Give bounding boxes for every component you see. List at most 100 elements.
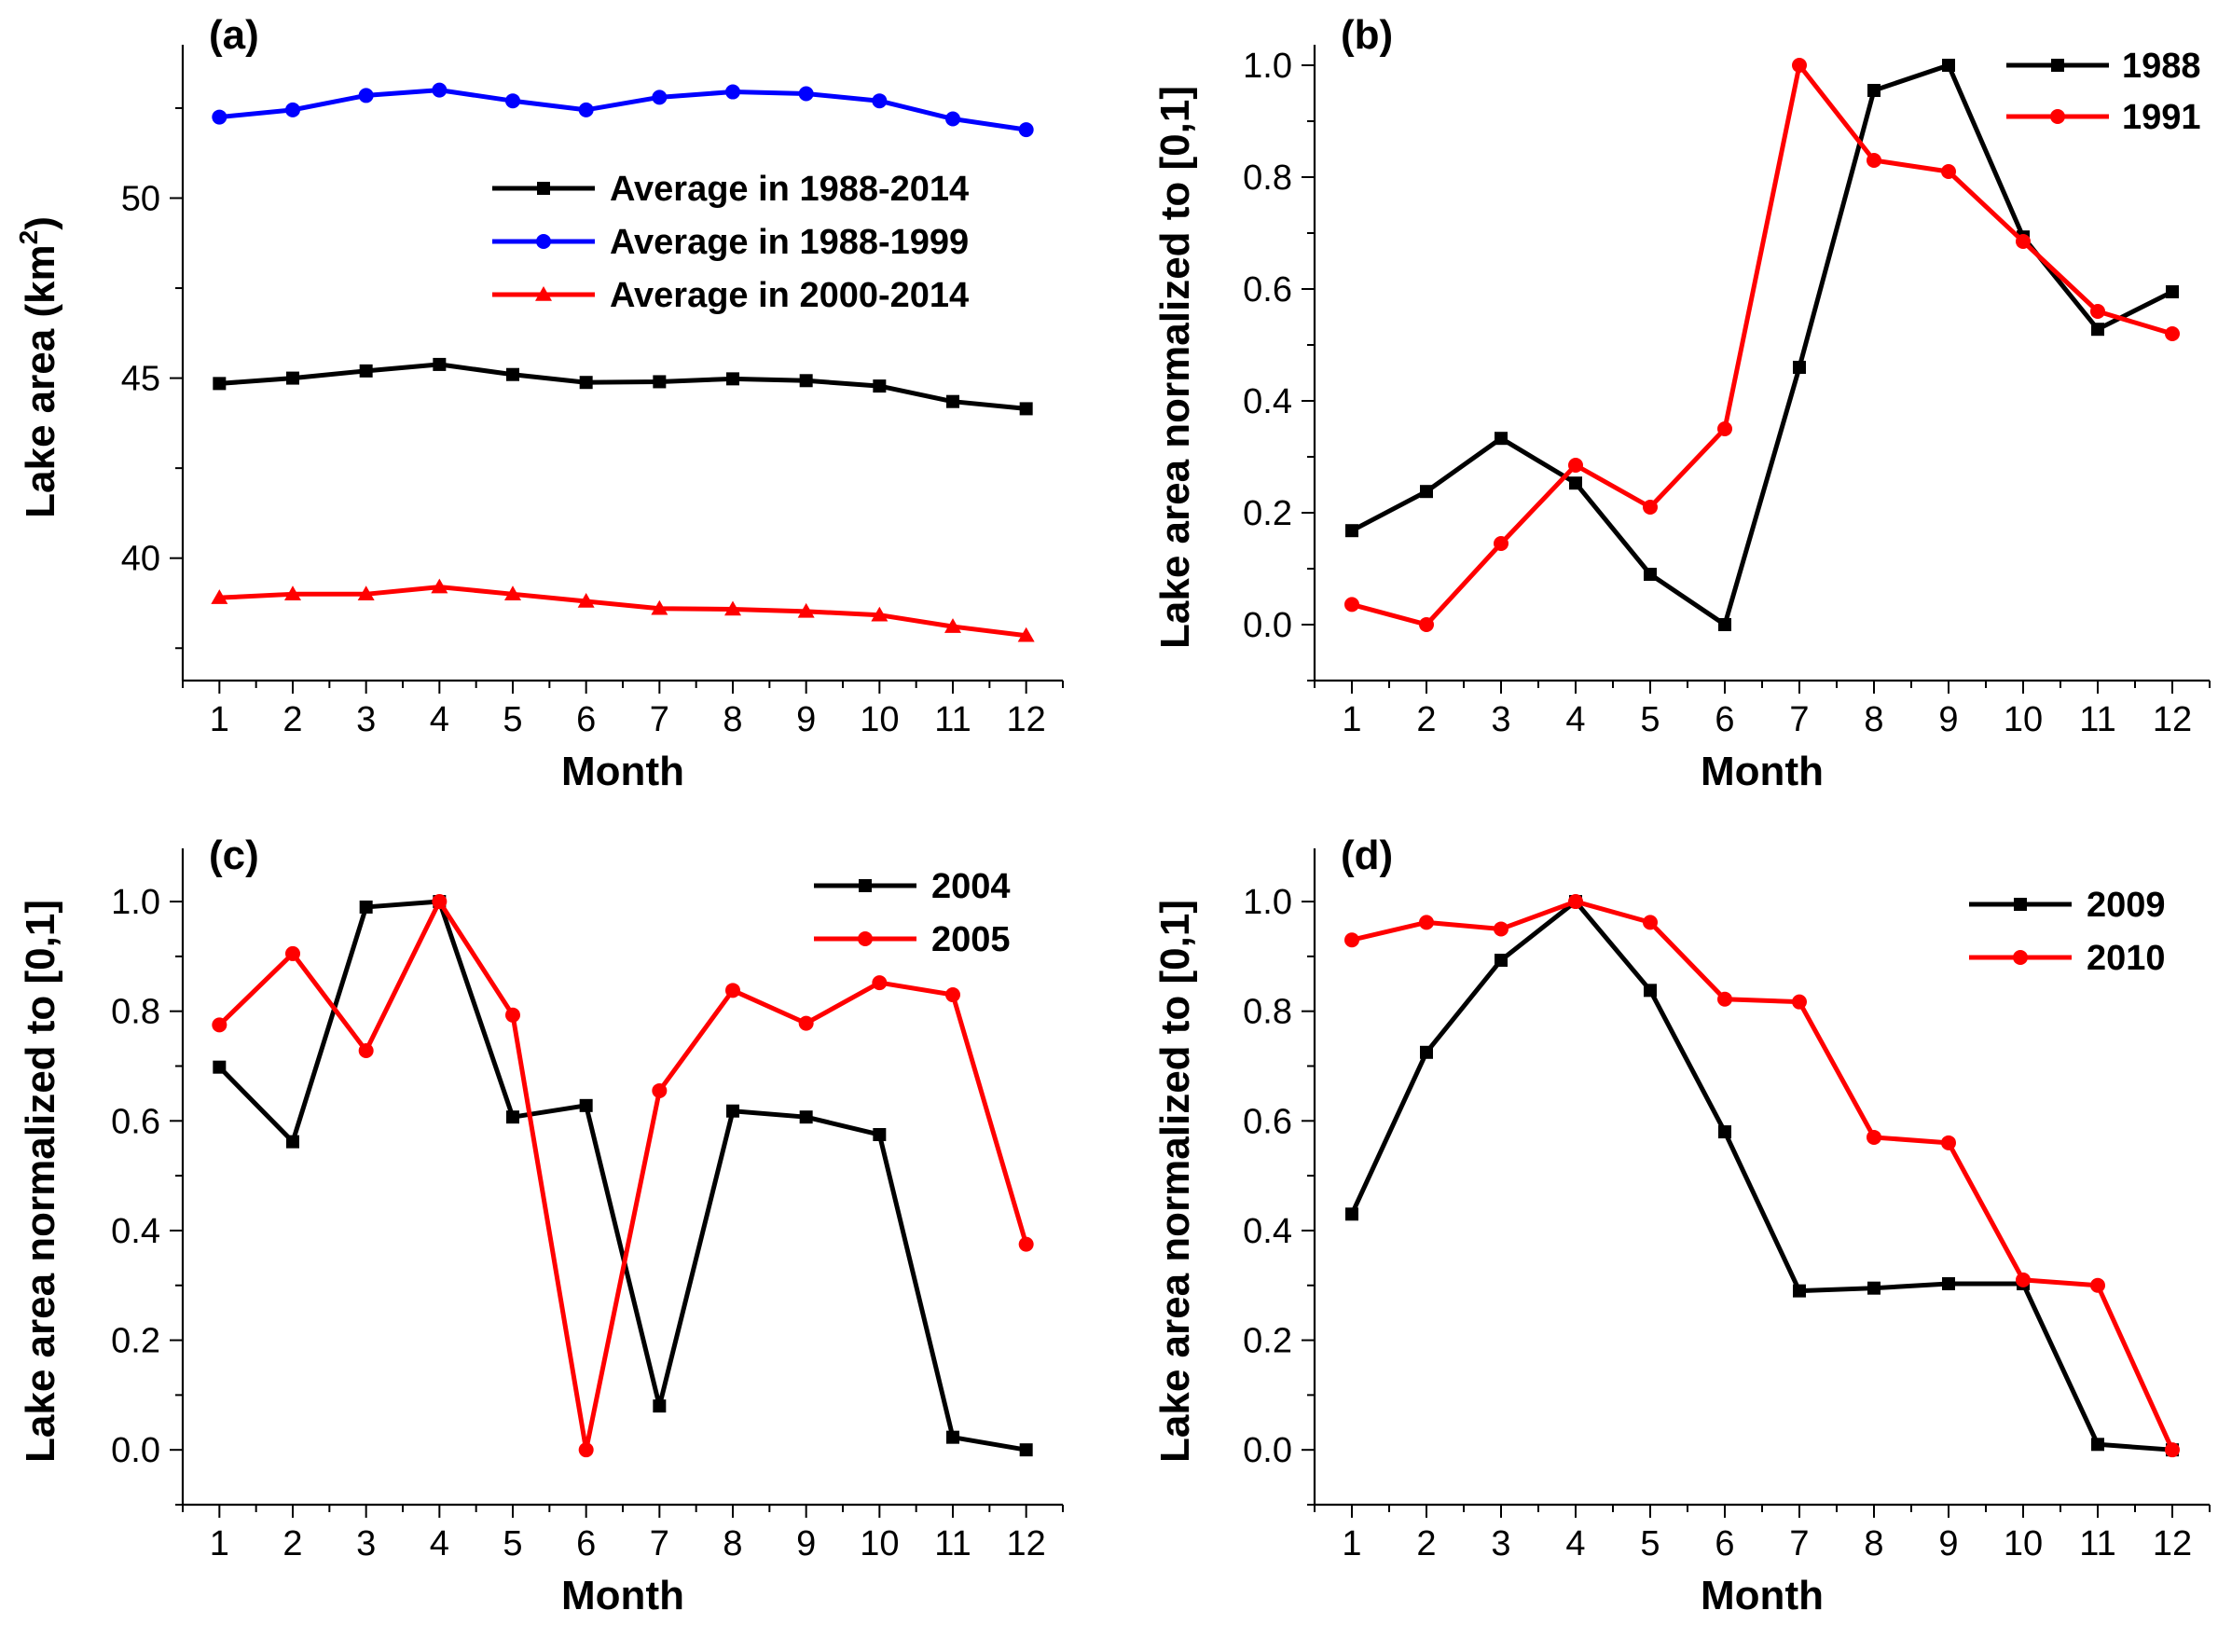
data-point: [652, 1082, 668, 1098]
data-point: [212, 1017, 227, 1033]
x-tick-label: 1: [210, 1524, 229, 1563]
data-point: [1867, 153, 1881, 168]
series-1991: [1344, 58, 2180, 632]
legend-entry: Average in 1988-1999: [492, 223, 969, 262]
data-point: [1867, 1129, 1881, 1145]
data-point: [1017, 626, 1035, 642]
data-point: [1644, 568, 1657, 581]
x-tick-label: 5: [1640, 700, 1660, 739]
x-axis-title: Month: [1701, 1573, 1824, 1618]
data-point: [578, 1442, 594, 1458]
data-point: [1643, 500, 1658, 515]
data-point: [359, 364, 373, 378]
legend-label: 2010: [2087, 939, 2166, 978]
data-point: [578, 102, 594, 117]
series-line: [217, 899, 1029, 1452]
x-tick-label: 3: [356, 1524, 376, 1563]
data-point: [358, 88, 374, 103]
y-tick-label: 0.0: [111, 1431, 160, 1470]
legend-label: 1988: [2122, 47, 2201, 86]
y-axis-title-main: Lake area (km: [18, 244, 63, 518]
series-line: [1351, 899, 2175, 1452]
x-tick-label: 3: [1491, 1524, 1510, 1563]
data-point: [2165, 326, 2180, 341]
data-point: [2091, 323, 2104, 337]
x-tick-label: 3: [356, 700, 376, 739]
y-tick-label: 45: [121, 360, 160, 399]
data-point: [357, 585, 375, 601]
data-point: [2091, 1438, 2104, 1452]
data-point: [945, 987, 960, 1003]
legend-label: Average in 1988-1999: [610, 223, 969, 262]
x-tick-label: 11: [934, 1524, 971, 1563]
data-point: [1942, 1276, 1955, 1290]
data-point: [433, 357, 447, 371]
x-axis-title: Month: [561, 749, 684, 794]
legend-marker: [2014, 898, 2027, 911]
data-point: [1569, 476, 1582, 490]
data-point: [1019, 402, 1033, 416]
legend-marker: [859, 879, 872, 892]
data-point: [1568, 458, 1583, 473]
legend-marker: [537, 182, 550, 195]
data-point: [1793, 1284, 1806, 1298]
x-tick-label: 8: [723, 700, 742, 739]
y-tick-label: 0.8: [111, 993, 160, 1032]
data-point: [652, 89, 668, 105]
legend-label: 2004: [931, 867, 1011, 906]
legend-entry: Average in 1988-2014: [492, 170, 969, 209]
y-axis-title: Lake area (km2): [14, 216, 63, 518]
x-tick-label: 12: [1007, 1524, 1046, 1563]
y-tick-label: 40: [121, 540, 160, 579]
data-point: [1345, 1207, 1358, 1221]
series-line: [1351, 62, 2173, 627]
legend-label: 2005: [931, 920, 1011, 959]
data-point: [2166, 285, 2179, 298]
x-tick-label: 2: [1416, 1524, 1436, 1563]
y-tick-label: 0.2: [1243, 494, 1292, 533]
x-axis-title: Month: [561, 1573, 684, 1618]
data-point: [1494, 536, 1509, 551]
data-point: [358, 1043, 374, 1059]
data-point: [506, 1110, 519, 1124]
series-line: [219, 362, 1026, 411]
x-tick-label: 5: [1640, 1524, 1660, 1563]
series-average-in-1988-1999: [212, 82, 1034, 138]
x-tick-label: 6: [576, 700, 596, 739]
data-point: [1568, 894, 1583, 910]
legend-label: 1991: [2122, 98, 2201, 137]
data-point: [1420, 485, 1433, 499]
x-tick-label: 8: [723, 1524, 742, 1563]
series-line: [1350, 62, 2174, 627]
data-point: [1867, 1281, 1880, 1295]
data-point: [432, 894, 448, 910]
x-tick-label: 11: [2079, 1524, 2115, 1563]
series-line: [219, 88, 1027, 132]
data-point: [211, 589, 228, 604]
x-tick-label: 5: [503, 700, 522, 739]
data-point: [286, 371, 299, 385]
data-point: [212, 109, 227, 125]
series-average-in-2000-2014: [211, 578, 1035, 642]
x-tick-label: 10: [2004, 700, 2043, 739]
x-tick-label: 4: [1565, 1524, 1585, 1563]
y-tick-label: 1.0: [1243, 47, 1292, 86]
series-line: [219, 585, 1026, 639]
data-point: [799, 374, 813, 388]
y-axis-title-sup: 2: [14, 230, 43, 245]
data-point: [798, 86, 814, 102]
data-point: [798, 1015, 814, 1031]
x-tick-label: 10: [2004, 1524, 2043, 1563]
data-point: [579, 1098, 593, 1112]
series-2005: [212, 894, 1034, 1458]
x-tick-label: 4: [1565, 700, 1585, 739]
data-point: [1718, 618, 1731, 631]
data-point: [2090, 304, 2105, 319]
data-point: [946, 1430, 959, 1444]
data-point: [213, 1060, 227, 1074]
series-line: [1349, 899, 2173, 1452]
x-tick-label: 4: [430, 700, 449, 739]
panel-label: (a): [209, 12, 259, 58]
